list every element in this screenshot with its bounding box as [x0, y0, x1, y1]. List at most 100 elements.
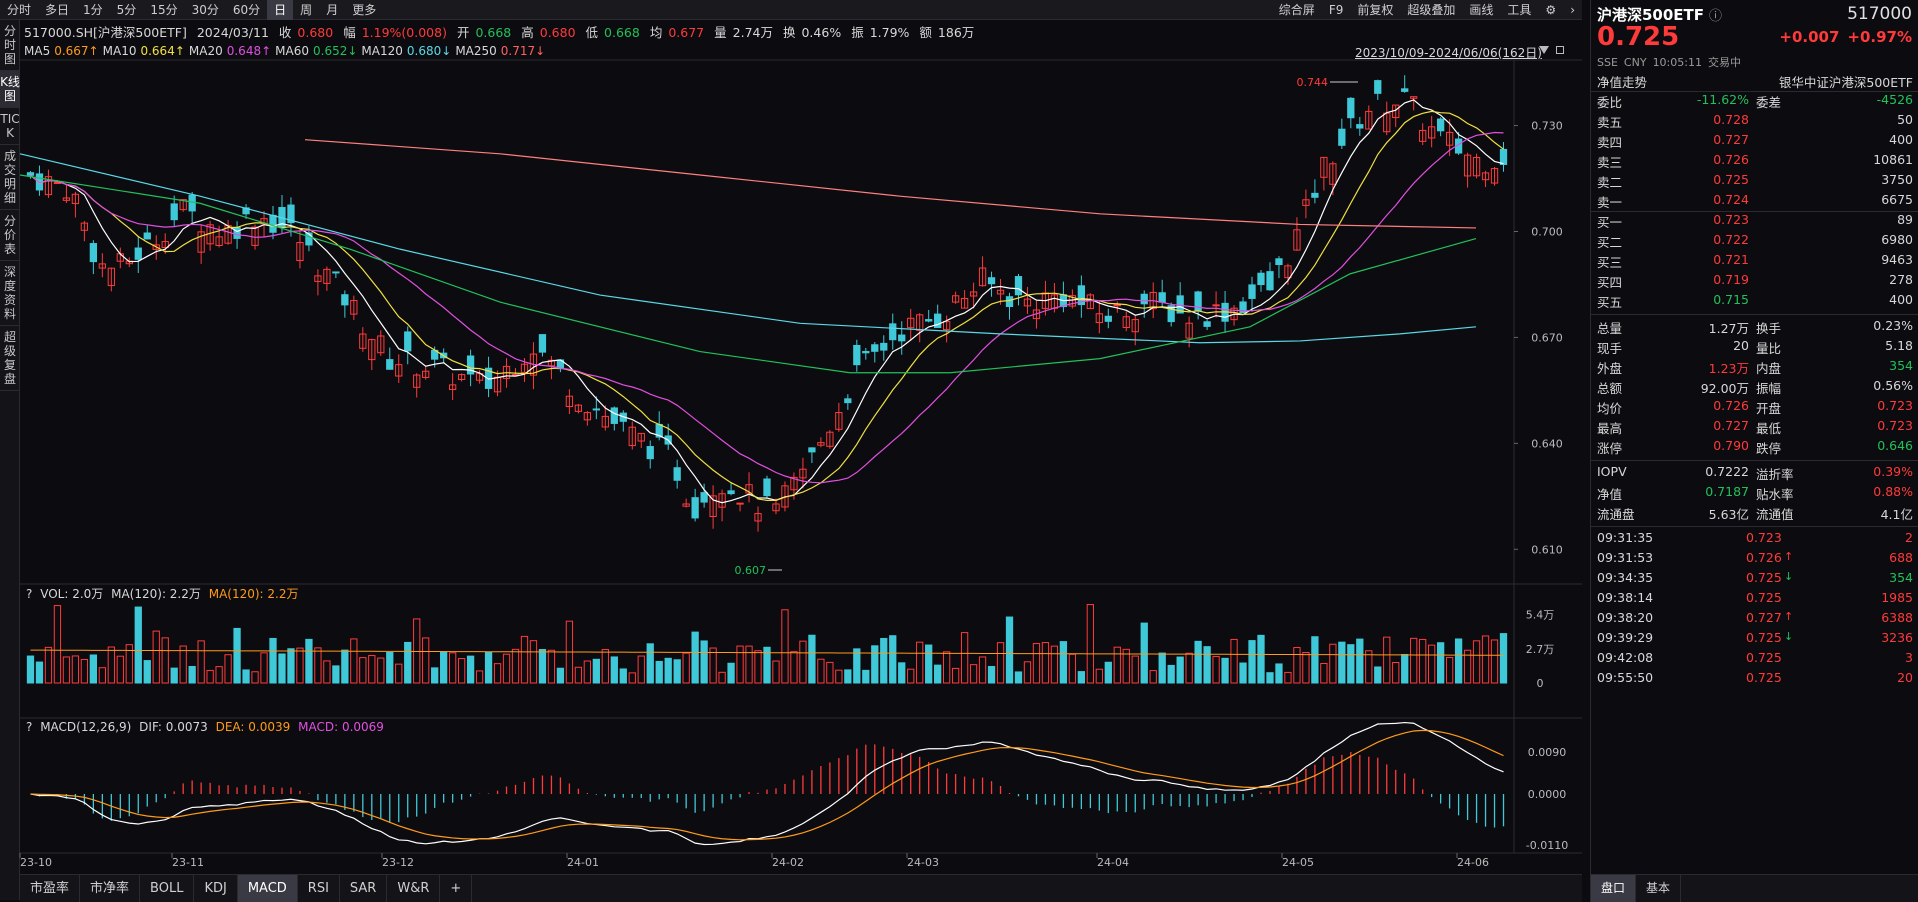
- side-tab-3[interactable]: 成交明细: [0, 145, 20, 210]
- candle-body: [1203, 321, 1211, 327]
- period-tab-9[interactable]: 月: [326, 2, 339, 17]
- period-tab-3[interactable]: 5分: [116, 2, 137, 17]
- low-value: 0.668: [604, 25, 640, 40]
- indicator-tab-0[interactable]: 市盈率: [20, 875, 81, 902]
- range-settings-icon[interactable]: [1556, 46, 1564, 54]
- indicator-tab-1[interactable]: 市净率: [80, 875, 141, 902]
- quote-tab-0[interactable]: 盘口: [1591, 875, 1637, 902]
- bid-row: 买三 0.721 9463: [1591, 252, 1918, 272]
- ask-price[interactable]: 0.726: [1713, 152, 1749, 167]
- toolbar-item-5[interactable]: 工具: [1507, 3, 1532, 17]
- tick-time: 09:42:08: [1597, 650, 1654, 665]
- period-tab-0[interactable]: 分时: [7, 2, 32, 17]
- candle-body: [62, 197, 71, 201]
- tick-arrow-icon: ↓: [1784, 570, 1794, 583]
- bid-price[interactable]: 0.715: [1713, 292, 1749, 307]
- date-range-link[interactable]: 2023/10/09-2024/06/06(162日): [1355, 46, 1542, 60]
- time-axis-label: 24-03: [907, 856, 939, 869]
- indicator-tab-2[interactable]: BOLL: [140, 875, 195, 902]
- ma-label-1: MA10: [102, 44, 137, 58]
- ask-label: 卖五: [1597, 115, 1623, 130]
- candle-body: [736, 502, 744, 505]
- time-axis-label: 24-04: [1097, 856, 1129, 869]
- volume-bar: [125, 644, 133, 684]
- period-tab-8[interactable]: 周: [300, 2, 313, 17]
- period-tab-4[interactable]: 15分: [150, 2, 178, 17]
- nav-label[interactable]: 净值走势: [1597, 75, 1648, 90]
- toolbar-item-1[interactable]: F9: [1328, 3, 1344, 17]
- range-dropdown-icon[interactable]: [1539, 46, 1549, 54]
- indicator-tab-3[interactable]: KDJ: [194, 875, 238, 902]
- bid-price[interactable]: 0.722: [1713, 232, 1749, 247]
- volume-bar: [233, 627, 241, 684]
- volume-bar: [53, 605, 62, 684]
- volume-bar: [862, 669, 870, 684]
- period-tab-10[interactable]: 更多: [352, 2, 377, 17]
- bid-price[interactable]: 0.723: [1713, 212, 1749, 227]
- candle-body: [754, 513, 762, 522]
- gear-icon[interactable]: ⚙: [1545, 3, 1557, 17]
- period-tab-5[interactable]: 30分: [191, 2, 219, 17]
- side-tab-2[interactable]: TICK: [0, 108, 20, 145]
- tick-row: 09:39:29 0.725 ↓ 3236: [1591, 630, 1918, 650]
- candle-body: [215, 236, 223, 247]
- macd-dif: DIF: 0.0073: [139, 720, 208, 734]
- kline-chart[interactable]: 0.730 0.700 0.670 0.640 0.610 5.4万 2.7万 0 0.0090…: [0, 0, 1590, 874]
- toolbar-item-2[interactable]: 前复权: [1357, 3, 1394, 17]
- bid-price[interactable]: 0.719: [1713, 272, 1749, 287]
- indicator-tab-5[interactable]: RSI: [298, 875, 340, 902]
- period-tab-7[interactable]: 日: [267, 0, 294, 20]
- vol-axis-label: 0: [1537, 677, 1544, 690]
- quote-tab-1[interactable]: 基本: [1636, 875, 1682, 902]
- stat-label: 总量: [1597, 321, 1623, 336]
- side-tab-1[interactable]: K线图: [0, 71, 20, 108]
- toolbar-item-4[interactable]: 画线: [1469, 3, 1494, 17]
- toolbar-item-0[interactable]: 综合屏: [1278, 3, 1315, 17]
- macd-axis-label: 0.0000: [1528, 788, 1567, 801]
- low-marker: 0.607: [735, 564, 767, 577]
- stat-label: 溢折率: [1756, 467, 1794, 482]
- volume-bar: [960, 632, 969, 684]
- volume-bar: [745, 645, 753, 684]
- indicator-tab-7[interactable]: W&R: [387, 875, 441, 902]
- vol-help-icon[interactable]: ?: [26, 587, 33, 601]
- volume-bar: [62, 656, 71, 684]
- ask-price[interactable]: 0.727: [1713, 132, 1749, 147]
- stat-row: 总额 92.00万 振幅 0.56%: [1591, 378, 1918, 398]
- indicator-tab-6[interactable]: SAR: [340, 875, 388, 902]
- volume-bar: [71, 655, 80, 684]
- arrow-right-icon[interactable]: ›: [1570, 3, 1575, 17]
- macd-help-icon[interactable]: ?: [26, 720, 33, 734]
- open-value: 0.668: [475, 25, 512, 40]
- period-tab-2[interactable]: 1分: [83, 2, 103, 17]
- ask-price[interactable]: 0.725: [1713, 172, 1749, 187]
- volume-bar: [269, 637, 277, 684]
- volume-bar: [440, 651, 448, 684]
- candle-body: [1023, 298, 1032, 307]
- indicator-tab-4[interactable]: MACD: [237, 875, 298, 902]
- candle-body: [359, 333, 367, 349]
- side-tab-6[interactable]: 超级复盘: [0, 326, 20, 391]
- candle-body: [26, 172, 35, 176]
- period-tab-6[interactable]: 60分: [232, 2, 261, 17]
- side-tab-0[interactable]: 分时图: [0, 20, 20, 71]
- ma-label-0: MA5: [24, 44, 51, 58]
- period-tab-1[interactable]: 多日: [45, 2, 70, 17]
- volume-bar: [1454, 638, 1463, 684]
- candle-body: [1122, 316, 1130, 328]
- volume-bar: [143, 660, 151, 684]
- tick-arrow-icon: ↑: [1784, 610, 1794, 623]
- ask-price[interactable]: 0.724: [1713, 192, 1749, 207]
- info-icon[interactable]: ⓘ: [1709, 9, 1723, 24]
- volume-bar: [448, 652, 457, 684]
- volume-bar: [1194, 640, 1202, 684]
- candle-body: [987, 277, 996, 285]
- toolbar-item-3[interactable]: 超级叠加: [1407, 3, 1456, 17]
- tick-price: 0.725: [1746, 670, 1782, 685]
- ask-price[interactable]: 0.728: [1713, 112, 1749, 127]
- stat-label: 跌停: [1756, 441, 1782, 456]
- bid-price[interactable]: 0.721: [1713, 252, 1749, 267]
- side-tab-4[interactable]: 分价表: [0, 210, 20, 261]
- side-tab-5[interactable]: 深度资料: [0, 261, 20, 326]
- indicator-tab-8[interactable]: +: [440, 875, 473, 902]
